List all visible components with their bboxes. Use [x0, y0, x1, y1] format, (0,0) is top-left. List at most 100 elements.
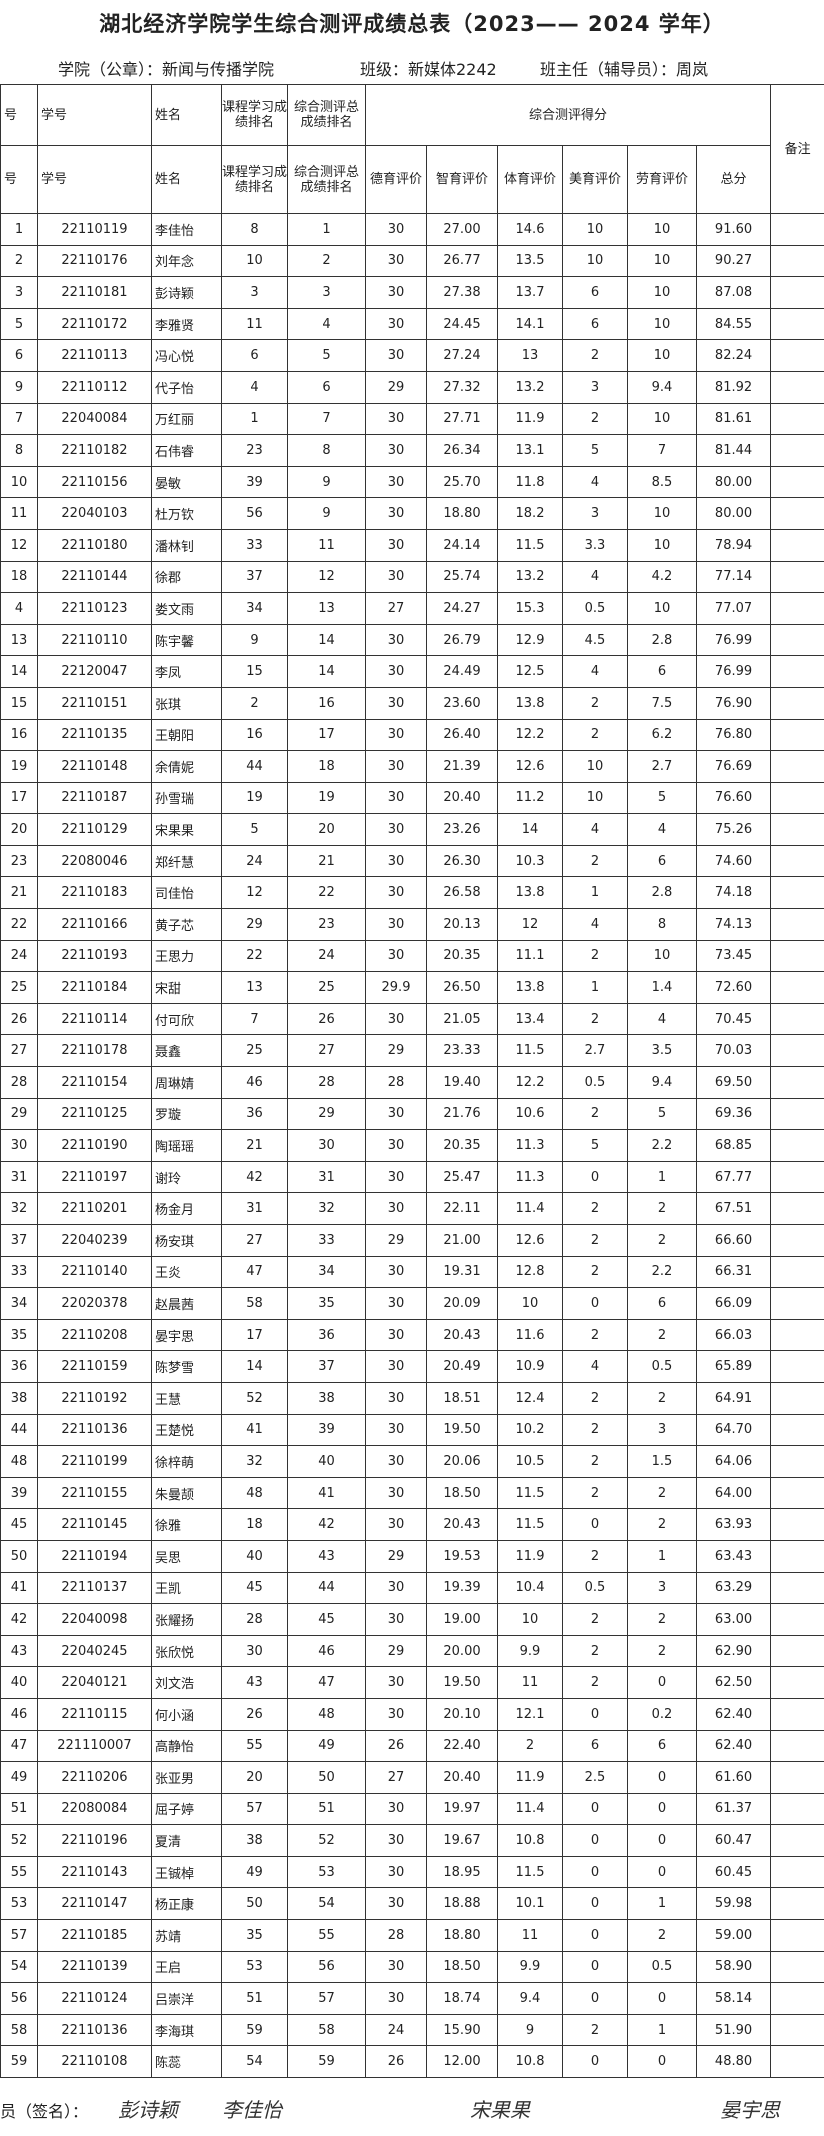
cell: 22110114	[37, 1002, 152, 1036]
cell: 19.50	[426, 1413, 498, 1447]
data-row: 10 22110156 晏敏 39 9 30 25.70 11.8 4 8.5 80.00	[0, 465, 824, 499]
cell: 57	[287, 1982, 366, 2015]
cell: 19.31	[426, 1255, 498, 1289]
cell: 15	[0, 686, 38, 720]
cell: 30	[365, 339, 427, 372]
cell: 23.26	[426, 813, 498, 846]
cell: 87.08	[695, 276, 772, 309]
cell: 1	[627, 2013, 697, 2047]
data-row: 35 22110208 晏宇思 17 36 30 20.43 11.6 2 2 66.03	[0, 1318, 824, 1352]
cell: 4.2	[627, 560, 697, 594]
cell: 陶瑶瑶	[151, 1129, 222, 1162]
remark-cell	[770, 1066, 824, 1099]
cell: 11	[497, 1666, 563, 1699]
data-row: 19 22110148 余倩妮 44 18 30 21.39 12.6 10 2.7 76.69	[0, 750, 824, 783]
cell: 2.2	[627, 1129, 697, 1162]
cell: 30	[365, 1192, 427, 1225]
cell: 64.91	[695, 1381, 772, 1415]
cell: 6	[562, 1729, 628, 1763]
cell: 11.4	[497, 1792, 563, 1826]
cell: 杨金月	[151, 1192, 222, 1225]
cell: 13	[287, 592, 366, 625]
data-row: 40 22040121 刘文浩 43 47 30 19.50 11 2 0 62.50	[0, 1666, 824, 1699]
cell: 81.44	[695, 434, 772, 467]
cell: 19.53	[426, 1539, 498, 1573]
cell: 9	[287, 465, 366, 499]
cell: 10	[562, 781, 628, 815]
remark-cell	[770, 1539, 824, 1573]
cell: 11.2	[497, 781, 563, 815]
data-row: 39 22110155 朱曼颉 48 41 30 18.50 11.5 2 2 64.00	[0, 1476, 824, 1510]
cell: 26.77	[426, 244, 498, 278]
cell: 23.60	[426, 686, 498, 720]
cell: 9	[287, 497, 366, 530]
cell: 20.10	[426, 1697, 498, 1731]
cell: 53	[221, 1950, 288, 1984]
cell: 21	[0, 876, 38, 910]
cell: 17	[0, 781, 38, 815]
data-row: 42 22040098 张耀扬 28 45 30 19.00 10 2 2 63.00	[0, 1603, 824, 1636]
cell: 15.3	[497, 592, 563, 625]
cell: 30	[365, 1982, 427, 2015]
cell: 0.2	[627, 1697, 697, 1731]
cell: 8.5	[627, 465, 697, 499]
cell: 44	[287, 1571, 366, 1605]
data-row: 12 22110180 潘林钊 33 11 30 24.14 11.5 3.3 10 78.94	[0, 528, 824, 562]
cell: 12.9	[497, 623, 563, 657]
cell: 宋果果	[151, 813, 222, 846]
data-row: 57 22110185 苏靖 35 55 28 18.80 11 0 2 59.00	[0, 1919, 824, 1952]
cell: 30	[365, 434, 427, 467]
cell: 张耀扬	[151, 1603, 222, 1636]
cell: 30	[365, 1097, 427, 1131]
cell: 31	[287, 1160, 366, 1194]
cell: 37	[0, 1224, 38, 1257]
cell: 2	[562, 1381, 628, 1415]
cell: 11.3	[497, 1129, 563, 1162]
cell: 30	[365, 1697, 427, 1731]
cell: 13.4	[497, 1002, 563, 1036]
cell: 0	[627, 1982, 697, 2015]
cell: 10.8	[497, 1824, 563, 1857]
header-cell: 号	[0, 145, 38, 214]
cell: 王楚悦	[151, 1413, 222, 1447]
cell: 4	[562, 813, 628, 846]
cell: 18.50	[426, 1476, 498, 1510]
cell: 4	[627, 813, 697, 846]
cell: 5	[221, 813, 288, 846]
remark-cell	[770, 1129, 824, 1162]
header-cell: 课程学习成绩排名	[221, 84, 288, 146]
header-cell: 号	[0, 84, 38, 146]
header-cell: 总分	[695, 145, 772, 214]
header-cell: 课程学习成绩排名	[221, 145, 288, 214]
header-cell: 美育评价	[562, 145, 628, 214]
cell: 陈梦雪	[151, 1350, 222, 1383]
cell: 10	[627, 497, 697, 530]
cell: 24.45	[426, 307, 498, 341]
cell: 9.4	[627, 370, 697, 404]
cell: 王慧	[151, 1381, 222, 1415]
cell: 王炎	[151, 1255, 222, 1289]
cell: 36	[287, 1318, 366, 1352]
cell: 2	[562, 1603, 628, 1636]
data-row: 13 22110110 陈宇馨 9 14 30 26.79 12.9 4.5 2.8 76.99	[0, 623, 824, 657]
cell: 6	[221, 339, 288, 372]
cell: 30	[0, 1129, 38, 1162]
cell: 26	[365, 1729, 427, 1763]
cell: 49	[287, 1729, 366, 1763]
cell: 陈宇馨	[151, 623, 222, 657]
data-row: 5 22110172 李雅贤 11 4 30 24.45 14.1 6 10 84.55	[0, 307, 824, 341]
cell: 2	[562, 1318, 628, 1352]
cell: 21.76	[426, 1097, 498, 1131]
cell: 46	[287, 1634, 366, 1668]
cell: 22110194	[37, 1539, 152, 1573]
cell: 44	[221, 750, 288, 783]
cell: 2	[562, 402, 628, 436]
cell: 2	[562, 844, 628, 878]
cell: 18.80	[426, 1919, 498, 1952]
cell: 10.6	[497, 1097, 563, 1131]
cell: 王凯	[151, 1571, 222, 1605]
cell: 27.32	[426, 370, 498, 404]
cell: 2	[562, 718, 628, 752]
cell: 6	[0, 339, 38, 372]
cell: 1	[562, 971, 628, 1004]
